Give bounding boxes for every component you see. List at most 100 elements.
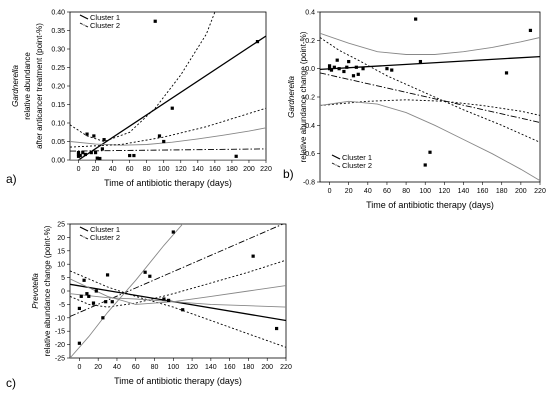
y-tick-label: 5 xyxy=(61,275,65,282)
x-tick-label: 120 xyxy=(186,364,198,371)
x-tick-label: 220 xyxy=(280,364,292,371)
data-point xyxy=(234,154,238,158)
data-point xyxy=(100,147,104,151)
legend-label: Cluster 1 xyxy=(342,153,372,162)
data-point xyxy=(78,153,82,158)
x-tick-label: 200 xyxy=(243,166,255,173)
y-tick-label: 0.15 xyxy=(51,102,65,109)
x-axis-label: Time of antibiotic therapy (days) xyxy=(104,178,232,188)
y-axis-label-genus: Gardnerella xyxy=(11,65,20,107)
x-tick-label: 160 xyxy=(224,364,236,371)
data-point xyxy=(332,65,336,69)
y-axis-label: relative abundance change (point-%) xyxy=(43,225,52,356)
y-tick-label: -15 xyxy=(55,329,65,336)
panel-c: 0 20 40 60 80 100 120 140 160 180 200 220-25-20-15-… xyxy=(6,222,292,391)
x-tick-label: 20 xyxy=(94,364,102,371)
y-tick-label: 0.35 xyxy=(51,28,65,35)
y-tick-label: 25 xyxy=(57,222,65,229)
x-tick-label: 60 xyxy=(126,166,134,173)
data-point xyxy=(390,68,394,72)
y-tick-label: 0.0 xyxy=(305,66,315,73)
legend-label: Cluster 1 xyxy=(90,225,120,234)
data-points xyxy=(76,19,260,161)
data-point xyxy=(77,306,81,311)
data-point xyxy=(81,151,85,155)
data-point xyxy=(327,67,332,71)
y-tick-label: 0.2 xyxy=(305,38,315,45)
y-tick-label: 0.20 xyxy=(51,84,65,91)
legend-swatch xyxy=(331,162,341,168)
data-point xyxy=(255,40,260,44)
x-tick-label: 40 xyxy=(109,166,117,173)
regression-line-dashdot xyxy=(320,72,540,123)
x-tick-label: 100 xyxy=(167,364,179,371)
data-point xyxy=(92,134,96,138)
data-point xyxy=(418,59,423,64)
regression-line-dotted xyxy=(70,12,216,142)
data-point xyxy=(414,17,418,21)
x-tick-label: 20 xyxy=(92,166,100,173)
data-point xyxy=(337,67,341,71)
data-point xyxy=(504,71,509,75)
data-point xyxy=(85,292,89,296)
data-point xyxy=(148,274,152,278)
data-point xyxy=(345,65,349,69)
x-tick-label: 140 xyxy=(192,166,204,173)
legend-swatch xyxy=(331,154,341,160)
data-point xyxy=(94,289,98,293)
regression-line-dotted xyxy=(70,107,266,148)
y-tick-label: -25 xyxy=(55,356,65,363)
data-points xyxy=(77,230,279,345)
legend-swatch xyxy=(79,22,89,28)
data-point xyxy=(76,152,81,157)
x-tick-label: 80 xyxy=(402,188,410,195)
y-tick-label: 0.30 xyxy=(51,47,65,54)
regression-line-solid xyxy=(77,35,266,160)
regression-line-solid xyxy=(70,127,266,146)
x-tick-label: 200 xyxy=(261,364,273,371)
y-axis-label-genus: Gardnerella xyxy=(287,76,296,118)
y-tick-label: 0.10 xyxy=(51,121,65,128)
x-tick-label: 80 xyxy=(143,166,151,173)
y-tick-label: 20 xyxy=(57,235,65,242)
x-tick-label: 180 xyxy=(496,188,508,195)
data-point xyxy=(356,72,360,76)
data-point xyxy=(342,69,346,74)
regression-line-dotted xyxy=(320,99,540,116)
data-point xyxy=(170,106,174,110)
data-point xyxy=(329,68,334,72)
x-tick-label: 140 xyxy=(205,364,217,371)
data-point xyxy=(423,163,427,167)
plot-frame xyxy=(69,11,267,161)
data-point xyxy=(428,150,432,154)
legend-label: Cluster 2 xyxy=(90,233,120,242)
legend-swatch xyxy=(79,226,89,232)
y-tick-label: 0.40 xyxy=(51,10,65,17)
y-tick-label: -0.6 xyxy=(303,151,315,158)
data-point xyxy=(87,294,91,298)
data-point xyxy=(76,154,81,158)
y-tick-label: -10 xyxy=(55,315,65,322)
data-point xyxy=(327,64,332,68)
y-tick-label: -0.2 xyxy=(303,95,315,102)
y-tick-label: 0.25 xyxy=(51,65,65,72)
legend-label: Cluster 2 xyxy=(90,21,120,30)
regression-line-solid xyxy=(70,224,184,358)
x-tick-label: 180 xyxy=(243,364,255,371)
data-point xyxy=(101,316,105,320)
regression-line-solid xyxy=(70,293,286,308)
data-points xyxy=(327,17,533,167)
x-tick-label: 160 xyxy=(477,188,489,195)
y-tick-label: 10 xyxy=(57,262,65,269)
x-tick-label: 100 xyxy=(419,188,431,195)
x-tick-label: 100 xyxy=(158,166,170,173)
data-point xyxy=(153,19,157,23)
data-point xyxy=(157,134,162,138)
panel-label: c) xyxy=(6,376,16,390)
data-point xyxy=(105,273,110,277)
regression-line-dotted xyxy=(70,270,286,348)
data-point xyxy=(361,67,365,71)
